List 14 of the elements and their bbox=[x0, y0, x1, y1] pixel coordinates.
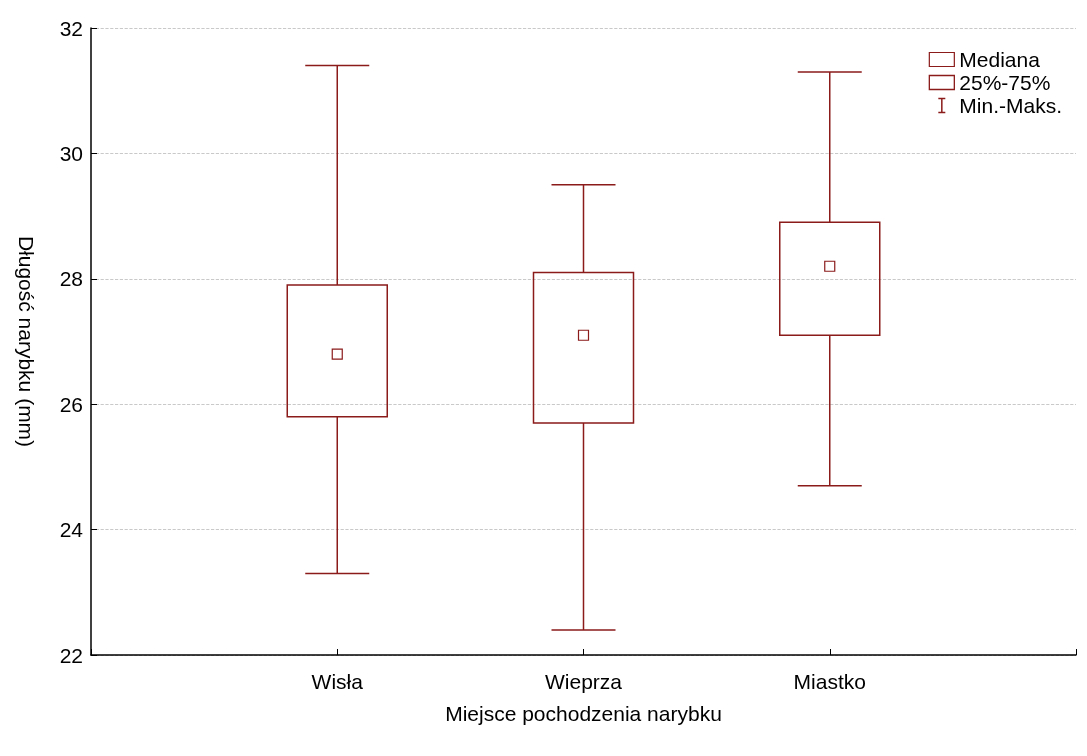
y-tick-label: 32 bbox=[59, 16, 83, 40]
y-tick-label: 22 bbox=[59, 643, 83, 667]
annotation: Min.-Maks. bbox=[959, 94, 1063, 117]
y-tick-label: 28 bbox=[59, 267, 83, 291]
x-tick-label: Wisła bbox=[311, 670, 364, 693]
x-axis-title: Miejsce pochodzenia narybku bbox=[445, 702, 722, 725]
y-tick-label: 30 bbox=[59, 141, 83, 165]
annotation: Mediana bbox=[959, 48, 1041, 71]
y-tick-label: 26 bbox=[59, 392, 83, 416]
legend-label: 25%-75% bbox=[959, 71, 1051, 94]
y-axis-title: Długość narybku (mm) bbox=[15, 235, 38, 448]
y-tick-label: 24 bbox=[59, 518, 84, 542]
x-tick-label: Wieprza bbox=[544, 670, 623, 693]
x-tick-label: Miastko bbox=[793, 670, 866, 693]
